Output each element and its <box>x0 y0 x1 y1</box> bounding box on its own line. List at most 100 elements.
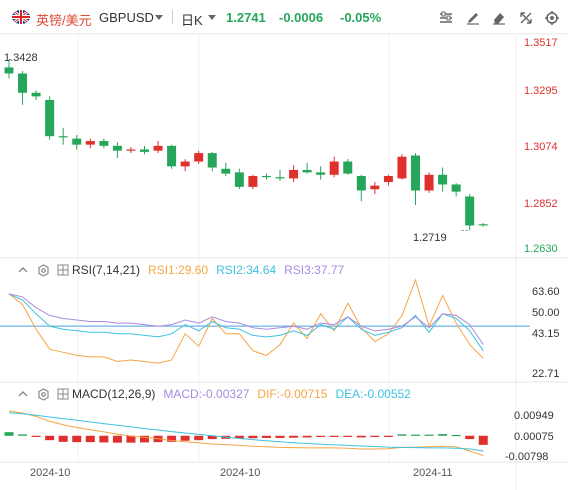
macd-value: MACD:-0.00327 <box>163 387 250 401</box>
price-axis-tick: 1.3074 <box>524 141 558 153</box>
rsi-legend: RSI(7,14,21) RSI1:29.60 RSI2:34.64 RSI3:… <box>16 263 344 277</box>
grid-lines <box>0 33 568 490</box>
draw-icon[interactable] <box>464 9 482 27</box>
macd-bar <box>383 435 393 437</box>
macd-bar <box>289 435 299 438</box>
date-axis-label: 2024-11 <box>413 467 453 479</box>
macd-title[interactable]: MACD(12,26,9) <box>72 387 156 401</box>
rsi1-value: RSI1:29.60 <box>148 263 209 277</box>
price-change-percent: -0.05% <box>340 10 382 25</box>
macd-bar <box>356 435 366 438</box>
candle-body <box>167 145 177 167</box>
candle-body <box>85 141 95 145</box>
indicator-grid-icon[interactable] <box>56 263 70 277</box>
last-price: 1.2741 <box>226 10 266 25</box>
price-change: -0.0006 <box>279 10 324 25</box>
gear-icon[interactable] <box>36 387 50 401</box>
macd-bar <box>180 435 190 441</box>
macd-bar <box>424 434 434 436</box>
candle-body <box>261 176 271 178</box>
macd-bar <box>329 435 339 437</box>
macd-bar <box>343 435 353 437</box>
candle-body <box>194 153 204 162</box>
macd-axis-tick: 0.00949 <box>514 410 554 422</box>
price-axis-tick: 1.3517 <box>524 37 558 49</box>
candle-body <box>370 185 380 190</box>
candle-body <box>58 136 68 138</box>
date-axis-label: 2024-10 <box>30 467 71 479</box>
candle-body <box>234 172 244 187</box>
candle-body <box>302 169 312 173</box>
gear-icon[interactable] <box>36 263 50 277</box>
macd-bar <box>261 435 271 438</box>
macd-bar <box>167 435 177 442</box>
candle-body <box>329 161 339 175</box>
macd-bar <box>194 435 204 441</box>
rsi-line-2 <box>8 293 484 352</box>
dif-line <box>8 410 484 457</box>
collapse-icon[interactable] <box>16 263 30 277</box>
candle-body <box>180 161 190 167</box>
macd-bar <box>4 432 14 436</box>
period-selector[interactable]: 日K <box>181 13 203 28</box>
rsi-axis-tick: 22.71 <box>532 368 560 380</box>
chart-toolbar: 英镑/美元 GBPUSD 日K 1.2741 -0.0006 -0.05% <box>0 0 568 34</box>
collapse-icon[interactable] <box>16 387 30 401</box>
rsi-series <box>0 278 530 364</box>
price-axis-tick: 1.2630 <box>524 243 558 255</box>
toolbar-divider <box>172 10 173 24</box>
indicator-toggle-icon[interactable] <box>437 9 455 27</box>
candle-body <box>126 149 136 151</box>
candle-body <box>451 184 461 192</box>
candle-body <box>383 176 393 183</box>
macd-legend: MACD(12,26,9) MACD:-0.00327 DIF:-0.00715… <box>16 387 411 401</box>
candle-body <box>4 67 14 74</box>
macd-bar <box>58 435 68 442</box>
dif-value: DIF:-0.00715 <box>257 387 328 401</box>
dea-value: DEA:-0.00552 <box>335 387 411 401</box>
price-axis-tick: 1.3295 <box>524 85 558 97</box>
indicator-grid-icon[interactable] <box>56 387 70 401</box>
macd-bar <box>275 435 285 438</box>
rsi-axis-tick: 43.15 <box>532 328 560 340</box>
macd-bar <box>451 434 461 437</box>
macd-bar <box>31 435 41 437</box>
candle-body <box>140 149 149 152</box>
macd-bar <box>85 435 95 443</box>
settings-icon[interactable] <box>543 9 561 27</box>
dea-line <box>8 412 484 452</box>
candlestick-series <box>4 58 488 232</box>
rsi3-value: RSI3:37.77 <box>284 263 345 277</box>
high-price-label: 1.3428 <box>4 52 38 64</box>
rsi-line-1 <box>8 278 484 364</box>
macd-bar <box>207 435 217 440</box>
macd-bar <box>234 435 244 439</box>
macd-bar <box>99 435 109 443</box>
rsi-axis-tick: 50.00 <box>532 307 560 319</box>
candle-body <box>72 138 82 145</box>
period-dropdown-icon[interactable] <box>208 15 216 20</box>
macd-axis-tick: 0.00075 <box>514 431 554 443</box>
macd-axis-tick: -0.00798 <box>505 451 549 463</box>
rsi-line-3 <box>8 293 484 345</box>
candle-body <box>478 224 488 226</box>
macd-bar <box>478 435 488 445</box>
symbol-code[interactable]: GBPUSD <box>99 10 154 25</box>
fullscreen-icon[interactable] <box>517 9 535 27</box>
candle-body <box>438 174 448 185</box>
eraser-icon[interactable] <box>490 9 508 27</box>
macd-bar <box>370 435 380 437</box>
rsi-title[interactable]: RSI(7,14,21) <box>72 263 141 277</box>
candle-body <box>248 176 258 187</box>
symbol-dropdown-icon[interactable] <box>155 15 163 20</box>
candle-body <box>153 145 163 151</box>
candle-body <box>99 141 109 146</box>
macd-bar <box>397 434 407 436</box>
macd-bar <box>465 435 475 440</box>
symbol-name[interactable]: 英镑/美元 <box>36 13 92 28</box>
candle-body <box>411 155 420 191</box>
candle-body <box>289 169 299 179</box>
candle-body <box>397 156 407 179</box>
macd-bar <box>411 434 420 436</box>
